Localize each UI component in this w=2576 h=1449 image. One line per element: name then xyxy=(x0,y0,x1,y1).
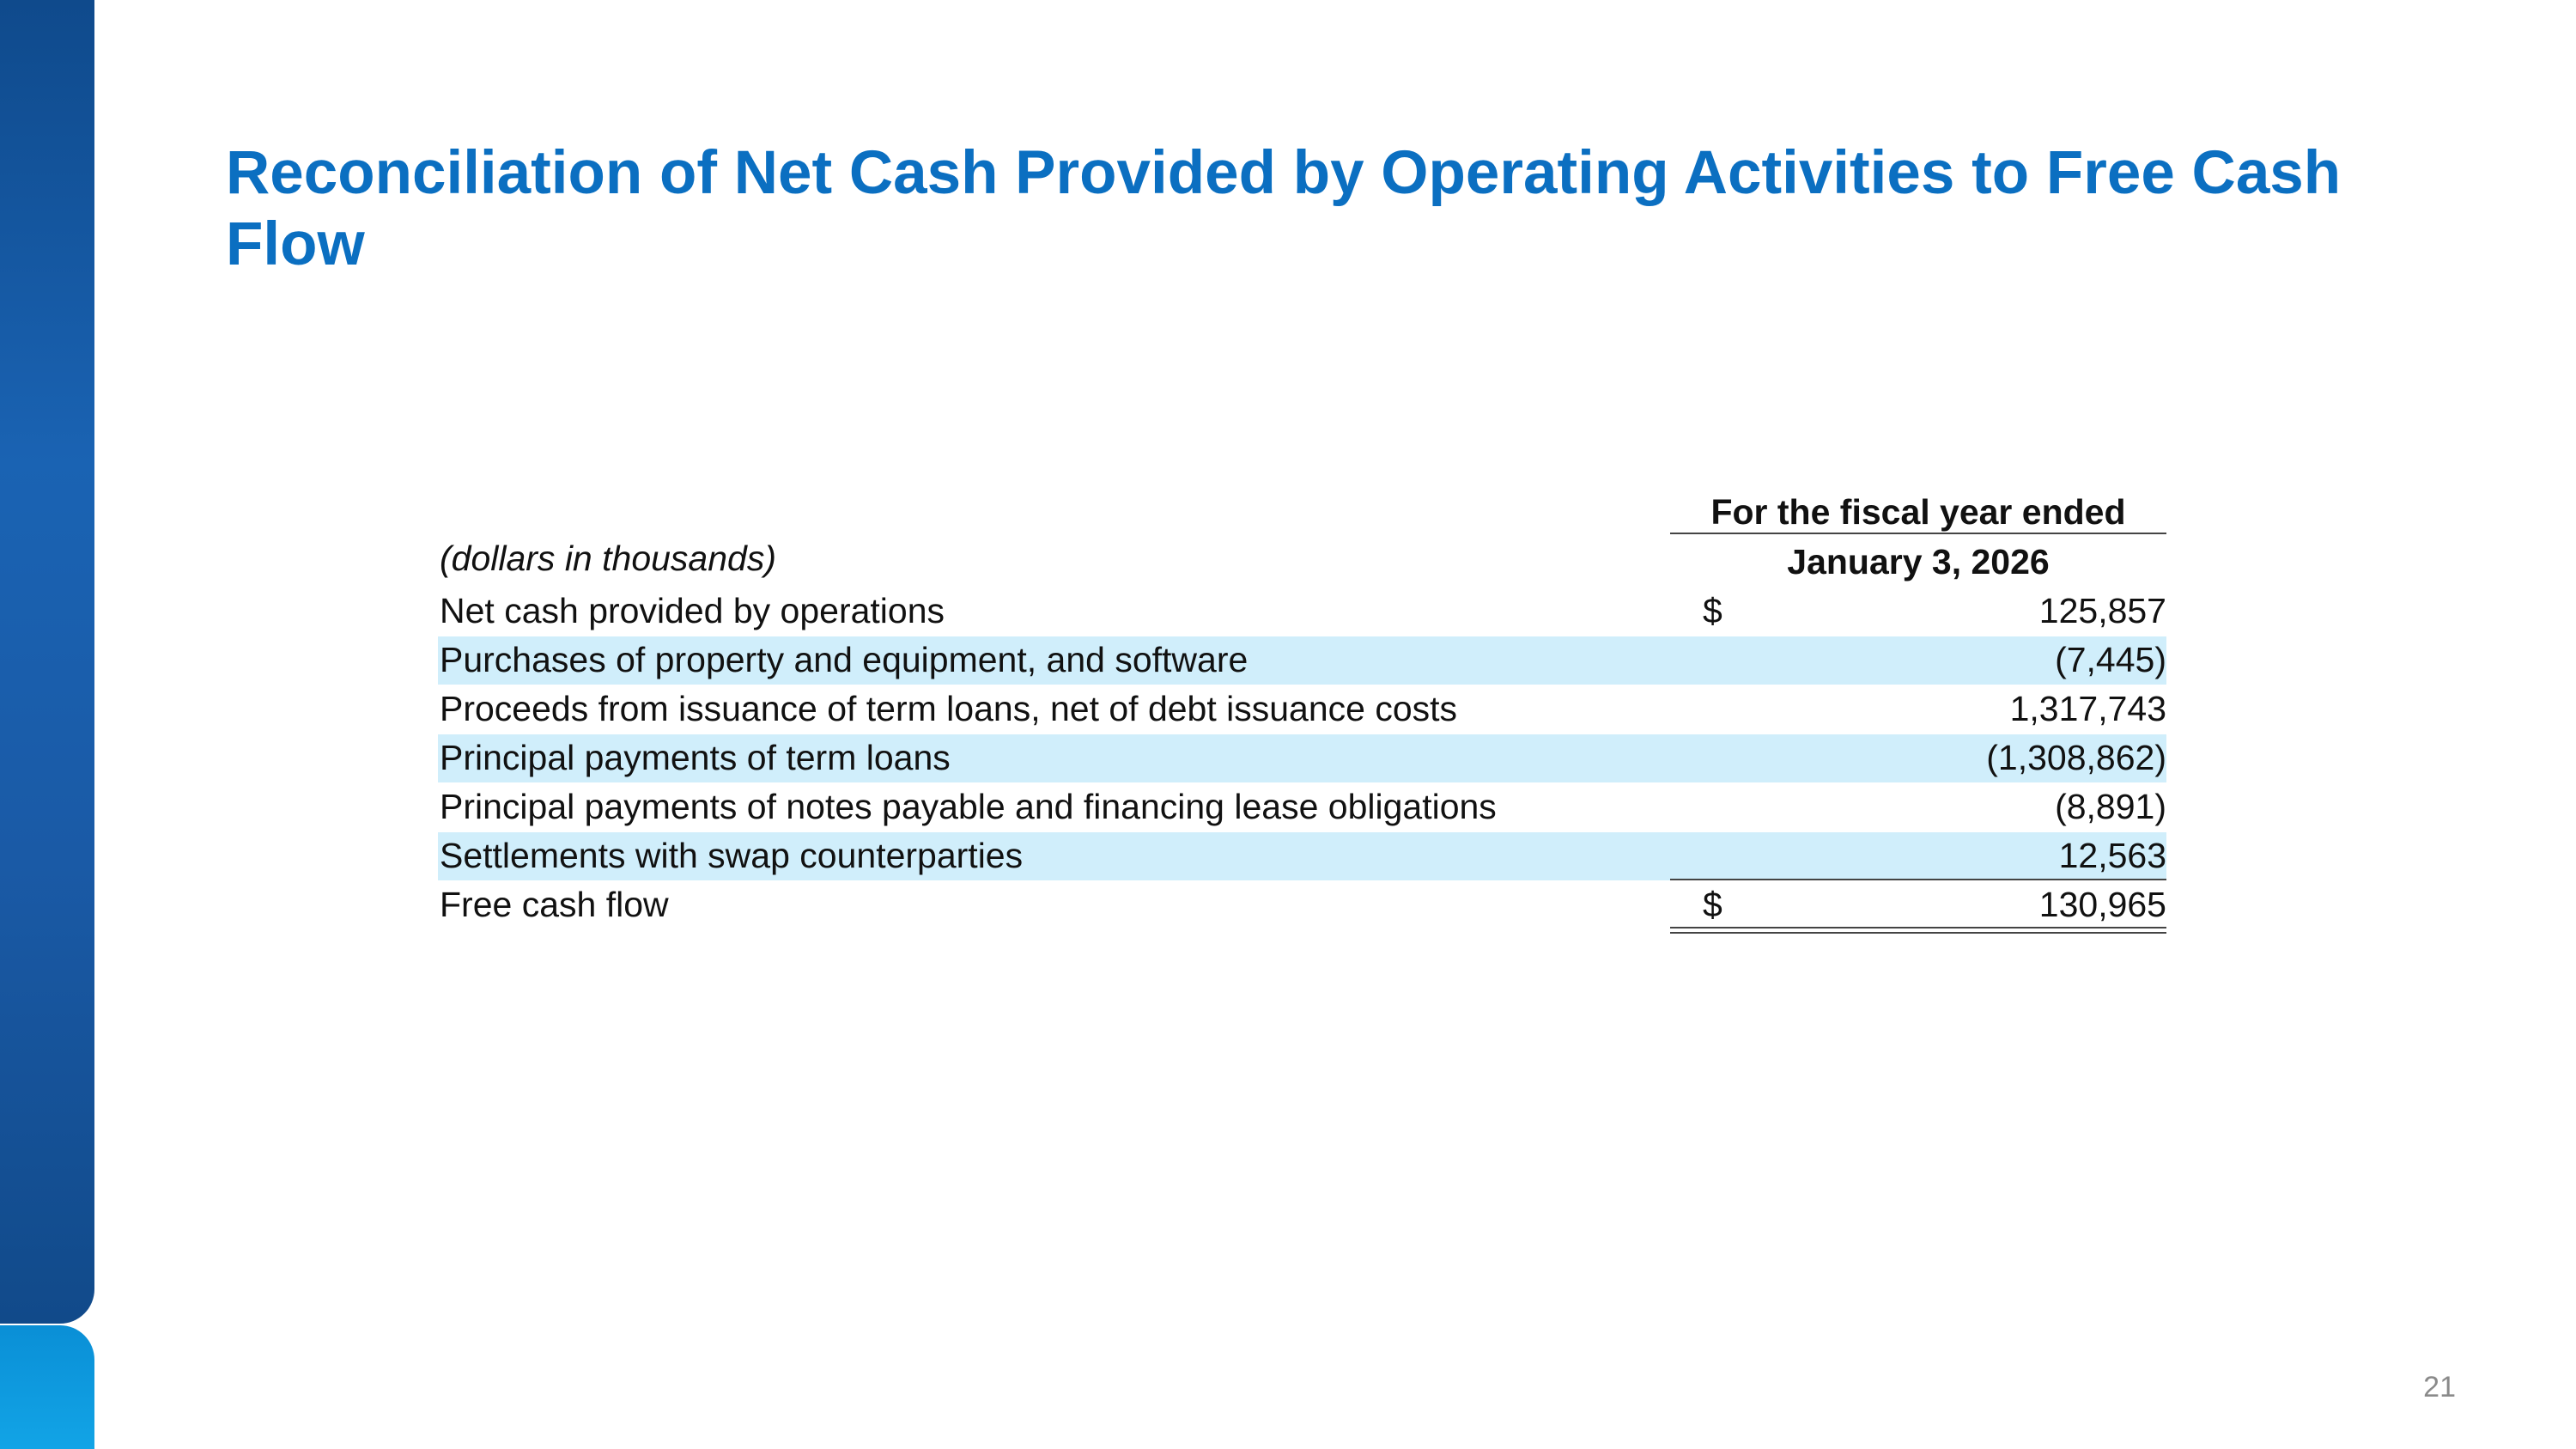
double-rule xyxy=(1670,932,2166,934)
row-value: (7,445) xyxy=(2055,640,2166,679)
row-value: 130,965 xyxy=(2038,885,2166,924)
row-label: Net cash provided by operations xyxy=(440,591,945,630)
side-bar-accent xyxy=(0,1325,94,1449)
units-note: (dollars in thousands) xyxy=(440,539,776,578)
row-label: Principal payments of term loans xyxy=(440,738,951,777)
row-value: 12,563 xyxy=(2058,836,2166,875)
row-label: Settlements with swap counterparties xyxy=(440,836,1024,875)
row-label: Principal payments of notes payable and … xyxy=(440,787,1497,826)
side-bar xyxy=(0,0,94,1324)
slide-title: Reconciliation of Net Cash Provided by O… xyxy=(226,139,2342,278)
double-rule xyxy=(1670,927,2166,928)
row-band xyxy=(438,832,2166,880)
row-value: 125,857 xyxy=(2038,591,2166,630)
row-label: Purchases of property and equipment, and… xyxy=(440,640,1249,679)
row-value: 1,317,743 xyxy=(2009,689,2166,728)
row-label: Free cash flow xyxy=(440,885,669,924)
row-value: (8,891) xyxy=(2055,787,2166,826)
currency: $ xyxy=(1703,591,1722,630)
total-rule xyxy=(1670,879,2166,880)
row-label: Proceeds from issuance of term loans, ne… xyxy=(440,689,1458,728)
row-value: (1,308,862) xyxy=(1986,738,2166,777)
currency: $ xyxy=(1703,885,1722,924)
column-header: January 3, 2026 xyxy=(1787,542,2050,581)
header-rule xyxy=(1670,533,2166,534)
column-header: For the fiscal year ended xyxy=(1710,492,2126,532)
row-band xyxy=(438,734,2166,782)
page-number: 21 xyxy=(2423,1371,2456,1403)
row-band xyxy=(438,636,2166,685)
